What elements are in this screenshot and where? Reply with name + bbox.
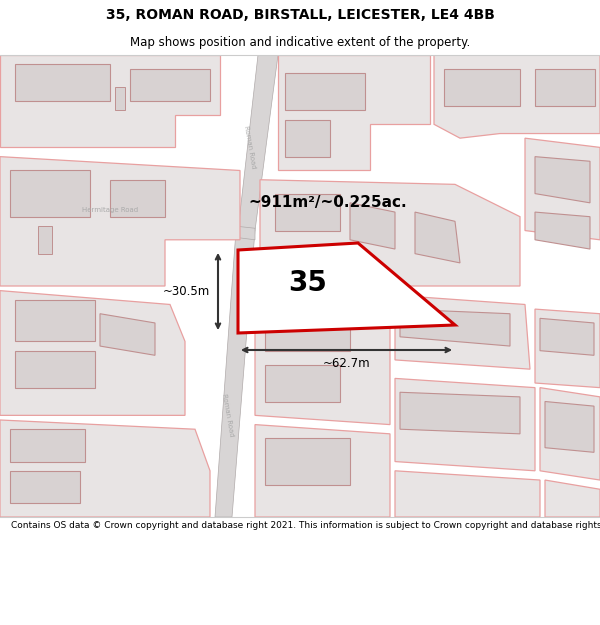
- Polygon shape: [10, 471, 80, 503]
- Polygon shape: [265, 439, 350, 484]
- Polygon shape: [265, 364, 340, 401]
- Polygon shape: [0, 201, 255, 240]
- Polygon shape: [255, 424, 390, 517]
- Polygon shape: [10, 429, 85, 461]
- Text: 35, ROMAN ROAD, BIRSTALL, LEICESTER, LE4 4BB: 35, ROMAN ROAD, BIRSTALL, LEICESTER, LE4…: [106, 8, 494, 22]
- Polygon shape: [540, 388, 600, 480]
- Text: Map shows position and indicative extent of the property.: Map shows position and indicative extent…: [130, 36, 470, 49]
- Polygon shape: [395, 471, 540, 517]
- Text: 35: 35: [288, 269, 326, 297]
- Polygon shape: [545, 401, 594, 452]
- Polygon shape: [535, 157, 590, 203]
- Polygon shape: [0, 420, 210, 517]
- Polygon shape: [525, 138, 600, 240]
- Polygon shape: [395, 295, 530, 369]
- Polygon shape: [0, 291, 185, 416]
- Text: Contains OS data © Crown copyright and database right 2021. This information is : Contains OS data © Crown copyright and d…: [11, 521, 600, 531]
- Polygon shape: [130, 69, 210, 101]
- Polygon shape: [535, 309, 600, 388]
- Polygon shape: [400, 309, 510, 346]
- Polygon shape: [15, 351, 95, 388]
- Polygon shape: [115, 88, 125, 111]
- Polygon shape: [275, 194, 340, 231]
- Polygon shape: [265, 314, 350, 351]
- Polygon shape: [535, 69, 595, 106]
- Polygon shape: [278, 55, 430, 171]
- Polygon shape: [15, 300, 95, 341]
- Polygon shape: [10, 171, 90, 217]
- Polygon shape: [535, 212, 590, 249]
- Polygon shape: [545, 480, 600, 517]
- Polygon shape: [0, 55, 220, 148]
- Polygon shape: [400, 392, 520, 434]
- Polygon shape: [285, 119, 330, 157]
- Polygon shape: [434, 55, 600, 138]
- Polygon shape: [38, 226, 52, 254]
- Text: Hermitage Road: Hermitage Road: [82, 207, 138, 212]
- Polygon shape: [238, 243, 455, 333]
- Polygon shape: [395, 378, 535, 471]
- Text: Roman Road: Roman Road: [243, 126, 257, 169]
- Polygon shape: [444, 69, 520, 106]
- Polygon shape: [0, 157, 240, 286]
- Polygon shape: [215, 231, 255, 517]
- Polygon shape: [238, 55, 278, 231]
- Polygon shape: [260, 180, 520, 286]
- Polygon shape: [540, 318, 594, 355]
- Polygon shape: [100, 314, 155, 355]
- Polygon shape: [110, 180, 165, 217]
- Text: ~30.5m: ~30.5m: [163, 285, 210, 298]
- Polygon shape: [15, 64, 110, 101]
- Text: ~62.7m: ~62.7m: [323, 357, 370, 371]
- Polygon shape: [255, 295, 390, 424]
- Polygon shape: [350, 203, 395, 249]
- Text: Roman Road: Roman Road: [221, 393, 235, 438]
- Polygon shape: [415, 212, 460, 263]
- Text: ~911m²/~0.225ac.: ~911m²/~0.225ac.: [248, 196, 407, 211]
- Polygon shape: [285, 74, 365, 111]
